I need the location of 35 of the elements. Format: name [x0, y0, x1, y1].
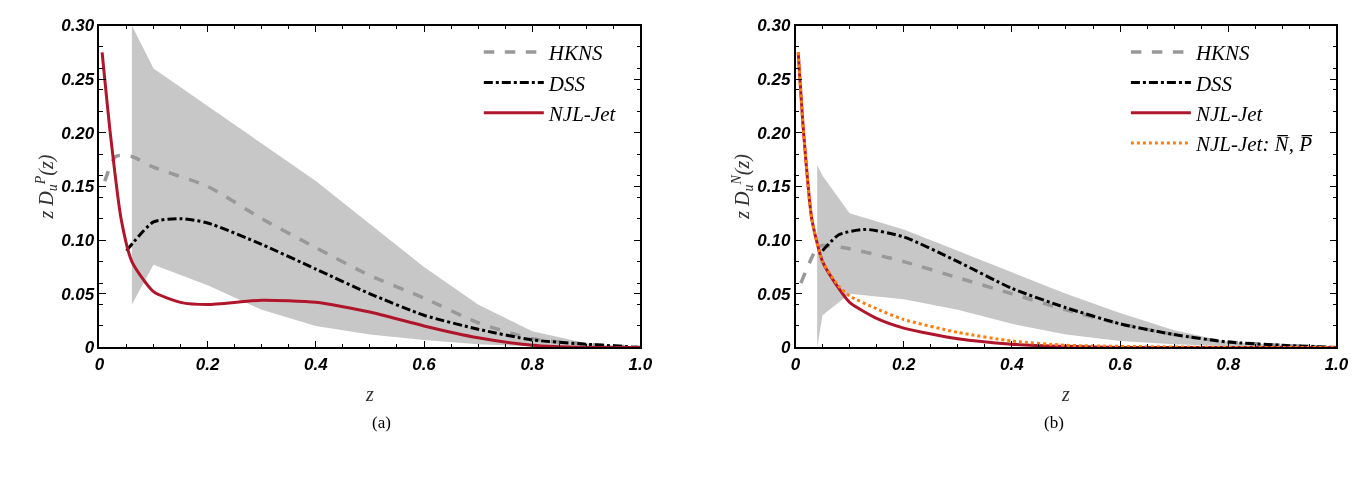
legend-label: NJL-Jet [547, 101, 617, 126]
y-tick-label: 0.25 [757, 70, 791, 90]
y-tick-label: 0.10 [757, 231, 791, 251]
x-tick-label: 0.8 [520, 354, 545, 374]
x-tick-label: 1.0 [628, 354, 653, 374]
x-tick-label: 0.8 [1216, 354, 1241, 374]
x-axis-title: z [365, 382, 375, 405]
x-axis-title: z [1061, 382, 1071, 405]
x-tick-label: 0.4 [1000, 354, 1025, 374]
y-tick-label: 0.10 [61, 231, 95, 251]
x-tick-label: 1.0 [1324, 354, 1349, 374]
text: (b) [1044, 413, 1064, 432]
y-tick-label: 0 [780, 338, 791, 358]
x-tick-label: 0.4 [303, 354, 329, 374]
y-tick-label: 0.30 [61, 16, 95, 36]
legend-label: NJL-Jet [1194, 101, 1264, 126]
y-tick-label: 0.25 [61, 70, 95, 90]
legend-label: NJL-Jet: N̅, P̅ [1194, 132, 1313, 157]
y-tick-label: 0 [84, 338, 95, 358]
y-tick-label: 0.20 [757, 123, 791, 143]
legend-label: HKNS [547, 41, 603, 66]
legend-label: DSS [1194, 71, 1233, 96]
y-tick-label: 0.15 [757, 177, 791, 197]
x-tick-label: 0.2 [195, 354, 220, 374]
text: (a) [372, 413, 391, 432]
legend-label: HKNS [1194, 41, 1251, 66]
y-tick-label: 0.15 [61, 177, 95, 197]
legend-label: DSS [547, 71, 586, 96]
x-tick-label: 0.6 [412, 354, 437, 374]
x-tick-label: 0.2 [891, 354, 917, 374]
y-tick-label: 0.20 [61, 123, 95, 143]
y-tick-label: 0.05 [757, 284, 791, 304]
y-tick-label: 0.30 [757, 16, 791, 36]
y-tick-label: 0.05 [61, 284, 95, 304]
x-tick-label: 0.6 [1108, 354, 1133, 374]
